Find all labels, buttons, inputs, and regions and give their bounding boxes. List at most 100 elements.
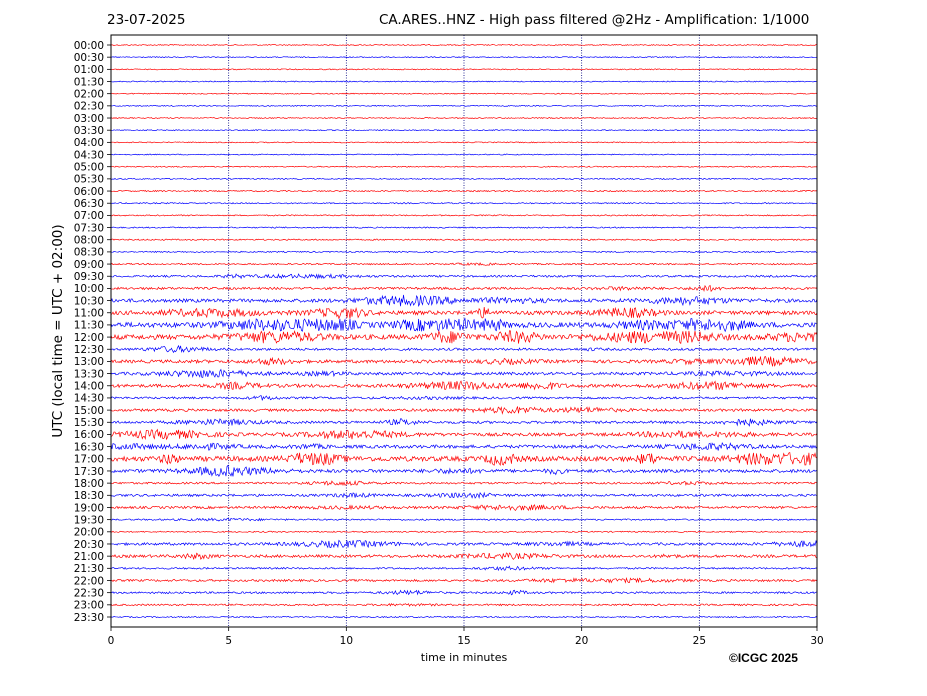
y-tick-label: 20:00	[74, 527, 104, 539]
trace-row-1100	[110, 306, 818, 320]
trace-row-1000	[110, 284, 818, 293]
x-ticks: 0 5 10 15 20 25 30	[108, 627, 824, 647]
trace-row-0630	[110, 202, 818, 205]
x-tick-label: 0	[108, 635, 115, 647]
trace-row-0730	[111, 226, 818, 229]
trace-row-1830	[110, 491, 818, 500]
y-tick-label: 03:00	[74, 113, 104, 125]
y-tick-label: 03:30	[74, 125, 104, 137]
trace-row-2000	[110, 530, 818, 533]
trace-row-0100	[110, 68, 818, 71]
y-tick-label: 17:30	[74, 466, 104, 478]
trace-row-0700	[110, 214, 818, 217]
y-tick-label: 20:30	[74, 539, 104, 551]
trace-row-0600	[110, 189, 818, 193]
y-tick-label: 01:30	[74, 76, 104, 88]
y-tick-label: 13:30	[74, 368, 104, 380]
y-tick-label: 07:30	[74, 222, 104, 234]
trace-row-1630	[110, 442, 818, 452]
y-tick-label: 00:30	[74, 52, 104, 64]
trace-row-1200	[110, 330, 818, 345]
y-tick-label: 13:00	[74, 356, 104, 368]
y-tick-label: 18:30	[74, 490, 104, 502]
trace-row-2300	[110, 603, 818, 607]
y-tick-label: 23:30	[74, 612, 104, 624]
y-tick-label: 19:30	[74, 514, 104, 526]
x-tick-label: 25	[693, 635, 706, 647]
y-tick-label: 00:00	[74, 40, 104, 52]
x-tick-label: 20	[575, 635, 588, 647]
trace-row-0930	[110, 273, 818, 280]
x-tick-label: 5	[225, 635, 232, 647]
trace-row-0800	[110, 238, 818, 241]
trace-row-0330	[110, 129, 818, 132]
y-tick-label: 15:00	[74, 405, 104, 417]
y-tick-label: 19:00	[74, 502, 104, 514]
trace-row-1530	[110, 418, 818, 427]
y-ticks: 00:0000:3001:0001:3002:0002:3003:0003:30…	[74, 40, 111, 624]
y-tick-label: 08:00	[74, 235, 104, 247]
trace-row-1230	[110, 344, 818, 354]
trace-row-1600	[110, 428, 818, 441]
trace-row-1030	[110, 294, 818, 307]
y-tick-label: 05:00	[74, 162, 104, 174]
y-tick-label: 06:00	[74, 186, 104, 198]
trace-row-0830	[110, 250, 818, 254]
trace-row-2130	[110, 565, 818, 572]
y-tick-label: 07:00	[74, 210, 104, 222]
trace-row-1430	[110, 395, 818, 401]
y-tick-label: 10:30	[74, 295, 104, 307]
y-tick-label: 17:00	[74, 454, 104, 466]
trace-row-1900	[110, 504, 818, 512]
trace-row-1800	[110, 480, 818, 486]
trace-row-2230	[110, 589, 818, 596]
x-tick-label: 30	[810, 635, 823, 647]
chart-title: CA.ARES..HNZ - High pass filtered @2Hz -…	[379, 12, 810, 28]
vertical-gridlines	[228, 35, 700, 627]
x-tick-label: 15	[457, 635, 470, 647]
trace-row-1400	[110, 380, 818, 391]
y-tick-label: 12:30	[74, 344, 104, 356]
y-tick-label: 04:30	[74, 149, 104, 161]
y-tick-label: 09:00	[74, 259, 104, 271]
y-tick-label: 15:30	[74, 417, 104, 429]
trace-row-2100	[110, 552, 818, 560]
x-axis-label: time in minutes	[420, 651, 508, 664]
trace-row-1300	[110, 355, 818, 367]
y-tick-label: 09:30	[74, 271, 104, 283]
trace-row-0230	[110, 104, 818, 107]
x-tick-label: 10	[340, 635, 353, 647]
y-tick-label: 01:00	[74, 64, 104, 76]
date-label: 23-07-2025	[107, 12, 186, 28]
trace-row-2330	[110, 615, 818, 619]
y-tick-label: 11:00	[74, 308, 104, 320]
y-tick-label: 21:00	[74, 551, 104, 563]
y-tick-label: 22:00	[74, 575, 104, 587]
trace-row-0530	[110, 177, 818, 180]
copyright-label: ©ICGC 2025	[729, 651, 798, 665]
trace-row-1730	[110, 464, 818, 478]
trace-row-0000	[110, 44, 818, 46]
y-tick-label: 14:30	[74, 393, 104, 405]
y-tick-label: 02:30	[74, 101, 104, 113]
trace-row-1130	[110, 317, 818, 333]
trace-row-0300	[110, 117, 818, 120]
trace-row-1500	[110, 406, 818, 415]
y-tick-label: 23:00	[74, 600, 104, 612]
trace-rows	[110, 44, 818, 619]
trace-row-1700	[110, 451, 818, 467]
trace-row-0030	[110, 56, 818, 59]
y-tick-label: 04:00	[74, 137, 104, 149]
trace-row-2030	[110, 539, 818, 549]
y-tick-label: 12:00	[74, 332, 104, 344]
y-tick-label: 14:00	[74, 381, 104, 393]
y-tick-label: 16:00	[74, 429, 104, 441]
y-tick-label: 22:30	[74, 587, 104, 599]
y-tick-label: 16:30	[74, 441, 104, 453]
y-tick-label: 06:30	[74, 198, 104, 210]
trace-row-0130	[110, 80, 818, 83]
y-tick-label: 10:00	[74, 283, 104, 295]
y-tick-label: 21:30	[74, 563, 104, 575]
trace-row-0500	[110, 165, 818, 168]
